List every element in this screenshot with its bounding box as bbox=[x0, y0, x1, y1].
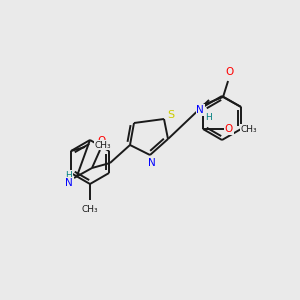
Text: H: H bbox=[205, 112, 212, 122]
Text: H: H bbox=[66, 170, 72, 179]
Text: CH₃: CH₃ bbox=[95, 140, 112, 149]
Text: N: N bbox=[65, 178, 73, 188]
Text: CH₃: CH₃ bbox=[82, 205, 98, 214]
Text: N: N bbox=[148, 158, 156, 168]
Text: O: O bbox=[225, 124, 233, 134]
Text: S: S bbox=[167, 110, 175, 120]
Text: O: O bbox=[97, 136, 105, 146]
Text: N: N bbox=[196, 105, 204, 115]
Text: O: O bbox=[225, 67, 233, 77]
Text: CH₃: CH₃ bbox=[241, 124, 258, 134]
